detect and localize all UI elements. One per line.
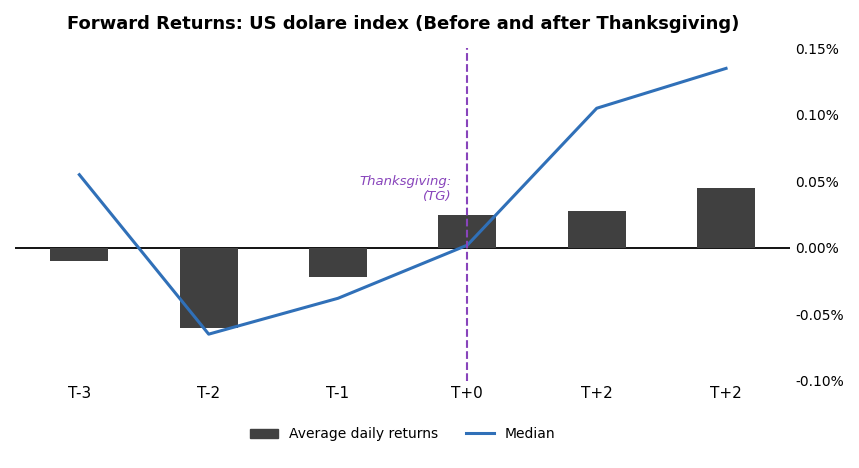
Median [462, 242, 472, 248]
Bar [50, 248, 108, 261]
Median [592, 105, 602, 111]
Median [333, 295, 344, 301]
Line: Median: Median [79, 68, 726, 334]
Title: Forward Returns: US dolare index (Before and after Thanksgiving): Forward Returns: US dolare index (Before… [66, 15, 739, 33]
Text: Thanksgiving:
(TG): Thanksgiving: (TG) [360, 175, 452, 203]
Bar [180, 248, 238, 328]
Bar [309, 248, 367, 277]
Bar [438, 214, 497, 248]
Median [74, 172, 84, 177]
Legend: Average daily returns, Median: Average daily returns, Median [245, 422, 561, 447]
Bar [568, 211, 626, 248]
Median [204, 331, 214, 337]
Median [721, 66, 731, 71]
Bar [697, 188, 755, 248]
